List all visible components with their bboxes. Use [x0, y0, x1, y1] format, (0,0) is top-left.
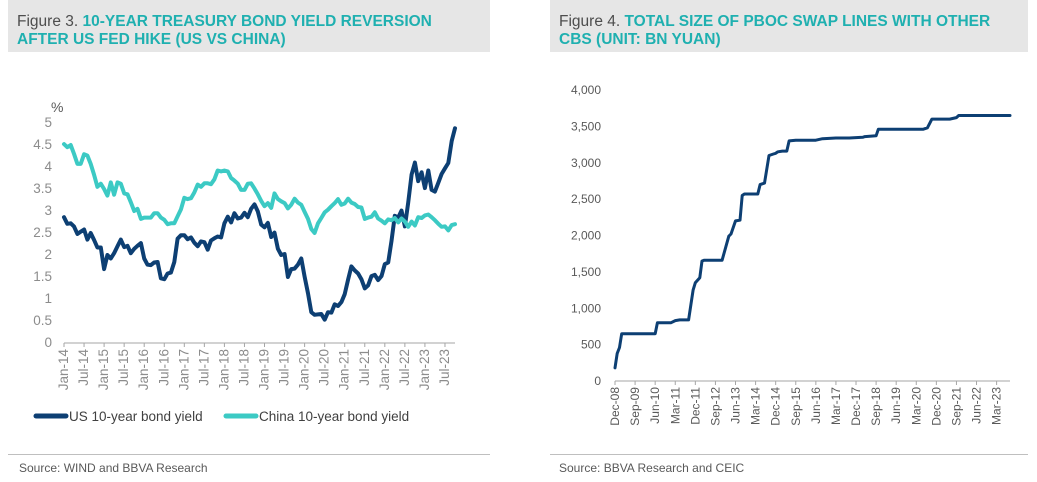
x-tick-label: Jan-23: [417, 349, 432, 390]
source-divider-left: [8, 454, 490, 455]
y-tick-label: 0.5: [33, 313, 52, 328]
yield-chart: 0 0.5 1 1.5 2 2.5 3 3.5 4 4.5 5 Jan-14 Jul-14 Jan-15 J…: [33, 99, 457, 424]
x-tick-label: Mar-20: [909, 387, 923, 425]
legend-label-china-10-year-bond-yield: China 10-year bond yield: [259, 409, 409, 424]
x-tick-label: Jun-10: [648, 387, 662, 424]
x-tick-label: Sep-18: [869, 387, 883, 426]
y-unit-label: %: [51, 99, 63, 115]
x-tick-label: Jun-22: [970, 387, 984, 424]
y-tick-label: 4.5: [33, 137, 52, 152]
x-tick-label: Sep-09: [628, 387, 642, 426]
x-tick-label: Jul-20: [317, 349, 332, 386]
y-tick-label: 0: [44, 335, 52, 350]
us-10-year-bond-yield-line: [62, 126, 457, 322]
x-tick-label: Jul-23: [437, 349, 452, 386]
series-line-1: [613, 114, 1012, 370]
y-tick-label: 1: [44, 291, 52, 306]
x-tick-label: Jan-21: [337, 349, 352, 390]
figure-4-panel: Figure 4. TOTAL SIZE OF PBOC SWAP LINES …: [550, 0, 1028, 52]
x-tick-label: Jul-16: [156, 349, 171, 386]
x-tick-label: Jul-21: [357, 349, 372, 386]
x-tick-label: Jan-17: [176, 349, 191, 390]
figure-4-label: Figure 4.: [559, 13, 625, 30]
x-tick-label: Mar-23: [990, 387, 1004, 425]
x-tick-label: Sep-15: [789, 387, 803, 426]
x-tick-label: Jul-22: [397, 349, 412, 386]
legend-label-us-10-year-bond-yield: US 10-year bond yield: [69, 409, 203, 424]
y-tick-label: 3,500: [571, 119, 601, 133]
figure-4-title: TOTAL SIZE OF PBOC SWAP LINES WITH OTHER…: [559, 13, 991, 48]
x-tick-label: Jun-19: [889, 387, 903, 424]
x-tick-label: Mar-14: [749, 387, 763, 425]
x-tick-label: Jan-16: [136, 349, 151, 390]
x-tick-label: Jan-18: [216, 349, 231, 390]
y-tick-label: 5: [44, 115, 52, 130]
x-tick-label: Dec-17: [849, 387, 863, 426]
x-tick-label: Jan-14: [56, 349, 71, 391]
figure-3-source: Source: WIND and BBVA Research: [19, 461, 208, 475]
y-tick-label: 1.5: [33, 269, 52, 284]
y-tick-label: 1,500: [571, 265, 601, 279]
figure-4-header: Figure 4. TOTAL SIZE OF PBOC SWAP LINES …: [550, 0, 1028, 52]
y-tick-label: 2,000: [571, 229, 601, 243]
x-tick-label: Mar-17: [829, 387, 843, 425]
x-tick-label: Jun-16: [809, 387, 823, 424]
x-tick-label: Jul-14: [76, 349, 91, 386]
x-tick-label: Dec-20: [929, 387, 943, 426]
x-tick-label: Jul-19: [277, 349, 292, 386]
figure-3-label: Figure 3.: [17, 13, 83, 30]
figure-3-title: 10-YEAR TREASURY BOND YIELD REVERSION AF…: [17, 13, 432, 48]
x-tick-label: Dec-14: [769, 387, 783, 426]
x-tick-label: Mar-11: [668, 387, 682, 424]
x-tick-label: Jan-15: [96, 349, 111, 390]
y-tick-label: 500: [581, 338, 601, 352]
figure-3-header: Figure 3. 10-YEAR TREASURY BOND YIELD RE…: [8, 0, 490, 52]
y-tick-label: 4,000: [571, 83, 601, 97]
y-tick-label: 2.5: [33, 225, 52, 240]
y-tick-label: 4: [44, 159, 52, 174]
x-tick-label: Jun-13: [729, 387, 743, 424]
source-divider-right: [550, 454, 1028, 455]
y-tick-label: 2: [44, 247, 52, 262]
figure-4-source: Source: BBVA Research and CEIC: [559, 461, 745, 475]
x-tick-label: Jul-18: [236, 349, 251, 386]
y-tick-label: 2,500: [571, 192, 601, 206]
x-tick-label: Dec-08: [608, 387, 622, 426]
china-10-year-bond-yield-line: [62, 142, 457, 235]
x-tick-label: Jan-20: [297, 349, 312, 390]
x-tick-label: Sep-12: [708, 387, 722, 426]
x-tick-label: Jul-17: [196, 349, 211, 386]
figure-3-panel: Figure 3. 10-YEAR TREASURY BOND YIELD RE…: [8, 0, 490, 52]
x-tick-label: Dec-11: [688, 387, 702, 425]
y-tick-label: 3,000: [571, 156, 601, 170]
y-tick-label: 3.5: [33, 181, 52, 196]
swap-lines-chart: 0 500 1,000 1,500 2,000 2,500 3,000 3,500 4,000 D…: [571, 83, 1012, 426]
y-tick-label: 1,000: [571, 301, 601, 315]
y-tick-label: 0: [594, 374, 601, 388]
x-tick-label: Jan-19: [257, 349, 272, 390]
x-tick-label: Sep-21: [949, 387, 963, 426]
x-tick-label: Jan-22: [377, 349, 392, 390]
y-tick-label: 3: [44, 203, 52, 218]
x-tick-label: Jul-15: [116, 349, 131, 386]
